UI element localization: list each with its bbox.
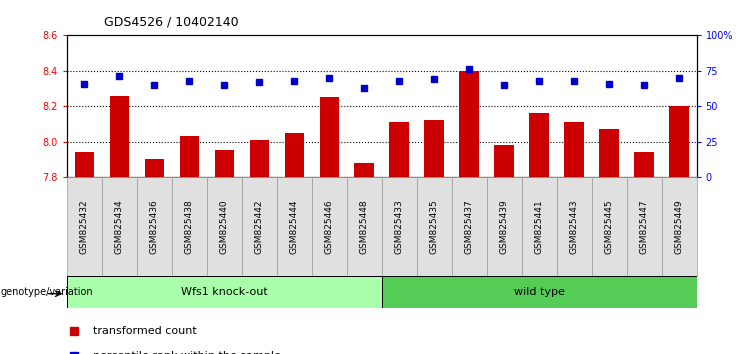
FancyBboxPatch shape xyxy=(347,177,382,276)
Text: GSM825438: GSM825438 xyxy=(185,199,193,254)
Bar xyxy=(425,120,444,177)
FancyBboxPatch shape xyxy=(556,177,591,276)
Text: GSM825432: GSM825432 xyxy=(80,199,89,254)
Bar xyxy=(319,97,339,177)
FancyBboxPatch shape xyxy=(312,177,347,276)
Bar xyxy=(494,145,514,177)
Text: GSM825443: GSM825443 xyxy=(570,199,579,254)
FancyBboxPatch shape xyxy=(172,177,207,276)
Text: transformed count: transformed count xyxy=(93,326,196,336)
Text: GSM825442: GSM825442 xyxy=(255,199,264,254)
Text: GSM825444: GSM825444 xyxy=(290,199,299,254)
Bar xyxy=(354,163,373,177)
FancyBboxPatch shape xyxy=(487,177,522,276)
FancyBboxPatch shape xyxy=(276,177,312,276)
Bar xyxy=(75,152,94,177)
Text: GDS4526 / 10402140: GDS4526 / 10402140 xyxy=(104,15,239,28)
Text: GSM825449: GSM825449 xyxy=(674,199,683,254)
Text: GSM825435: GSM825435 xyxy=(430,199,439,254)
FancyBboxPatch shape xyxy=(136,177,172,276)
Bar xyxy=(530,113,548,177)
Text: GSM825448: GSM825448 xyxy=(359,199,368,254)
Bar xyxy=(599,129,619,177)
FancyBboxPatch shape xyxy=(67,177,102,276)
FancyBboxPatch shape xyxy=(416,177,451,276)
FancyBboxPatch shape xyxy=(102,177,136,276)
Text: GSM825440: GSM825440 xyxy=(219,199,229,254)
Bar xyxy=(110,96,129,177)
FancyBboxPatch shape xyxy=(67,276,382,308)
FancyBboxPatch shape xyxy=(382,276,697,308)
Bar xyxy=(565,122,584,177)
FancyBboxPatch shape xyxy=(662,177,697,276)
Bar xyxy=(390,122,409,177)
Text: Wfs1 knock-out: Wfs1 knock-out xyxy=(181,287,268,297)
FancyBboxPatch shape xyxy=(522,177,556,276)
Bar xyxy=(669,106,688,177)
Text: GSM825436: GSM825436 xyxy=(150,199,159,254)
FancyBboxPatch shape xyxy=(591,177,627,276)
FancyBboxPatch shape xyxy=(207,177,242,276)
Text: GSM825445: GSM825445 xyxy=(605,199,614,254)
Bar xyxy=(179,136,199,177)
Text: genotype/variation: genotype/variation xyxy=(1,287,93,297)
Text: GSM825437: GSM825437 xyxy=(465,199,473,254)
Bar xyxy=(250,140,269,177)
FancyBboxPatch shape xyxy=(242,177,276,276)
FancyBboxPatch shape xyxy=(382,177,416,276)
Text: percentile rank within the sample: percentile rank within the sample xyxy=(93,351,281,354)
Bar xyxy=(285,133,304,177)
Bar xyxy=(215,150,233,177)
Text: GSM825446: GSM825446 xyxy=(325,199,333,254)
Text: GSM825441: GSM825441 xyxy=(534,199,544,254)
Text: GSM825433: GSM825433 xyxy=(395,199,404,254)
FancyBboxPatch shape xyxy=(451,177,487,276)
Text: GSM825434: GSM825434 xyxy=(115,199,124,254)
Bar xyxy=(144,159,164,177)
Bar xyxy=(634,152,654,177)
FancyBboxPatch shape xyxy=(627,177,662,276)
Text: wild type: wild type xyxy=(514,287,565,297)
Text: GSM825439: GSM825439 xyxy=(499,199,508,254)
Text: GSM825447: GSM825447 xyxy=(639,199,648,254)
Bar xyxy=(459,71,479,177)
